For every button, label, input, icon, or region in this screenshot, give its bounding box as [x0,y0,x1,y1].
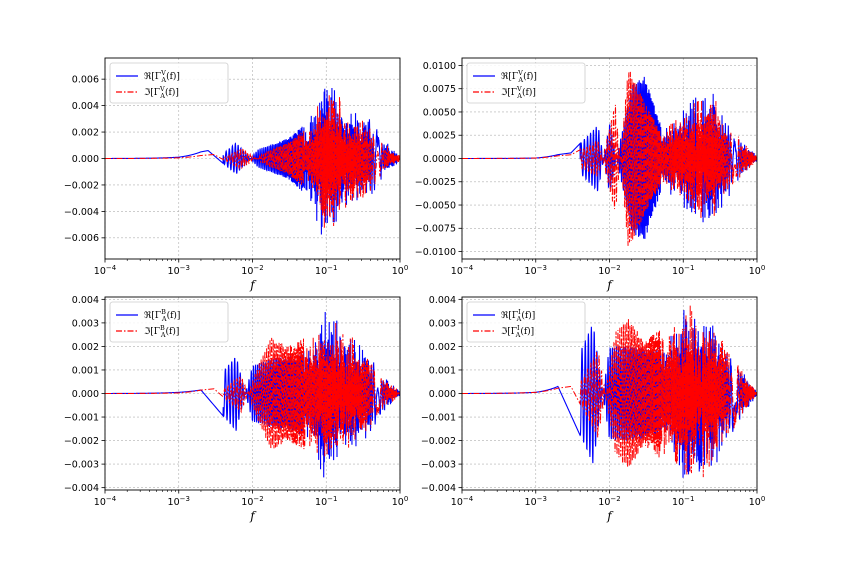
y-tick-label: 0.0075 [423,84,456,95]
legend-label: ℜ[ΓV A(f)] [501,69,537,84]
y-tick-label: −0.004 [421,483,456,494]
x-axis-label: f [249,509,257,523]
panel-4: −0.004 −0.003 −0.002 −0.001 0.000 0.001 0.002 0… [421,295,765,523]
y-tick-label: 0.001 [72,365,99,376]
y-tick-label: 0.0100 [423,61,456,72]
x-tick-label: 100 [392,495,409,508]
legend-label: ℜ[ΓI A(f)] [501,308,535,323]
x-tick-label: 10−1 [672,495,694,508]
y-tick-label: −0.003 [421,460,456,471]
legend-label: ℑ[ΓV A(f)] [144,85,179,100]
x-tick-label: 10−4 [94,264,117,277]
x-tick-label: 10−2 [241,495,263,508]
x-tick-label: 100 [392,264,409,277]
x-tick-label: 10−1 [315,264,337,277]
x-tick-label: 100 [749,264,766,277]
x-axis-label: f [249,278,257,292]
y-tick-label: −0.001 [421,412,456,423]
x-tick-label: 10−3 [168,264,190,277]
y-tick-label: 0.006 [72,75,99,86]
series-line-imag [462,71,757,246]
y-tick-label: −0.0025 [415,177,456,188]
x-tick-label: 10−3 [525,264,547,277]
legend: ℜ[ΓB A(f)]ℑ[ΓB A(f)] [109,301,229,343]
x-tick-label: 10−4 [451,264,474,277]
legend-label: ℜ[ΓV A(f)] [144,69,180,84]
x-tick-label: 10−4 [451,495,474,508]
y-tick-label: 0.000 [429,389,456,400]
y-tick-label: −0.003 [64,460,99,471]
y-tick-label: 0.002 [72,342,99,353]
y-tick-label: −0.0075 [415,224,456,235]
y-tick-label: −0.002 [64,180,99,191]
panel-3: −0.004 −0.003 −0.002 −0.001 0.000 0.001 0.002 0… [64,295,408,523]
y-tick-label: −0.002 [421,436,456,447]
y-tick-label: 0.0050 [423,107,456,118]
legend-box [466,62,586,104]
y-tick-label: −0.0100 [415,247,456,258]
legend-label: ℑ[ΓV A(f)] [501,85,536,100]
y-tick-label: 0.000 [72,389,99,400]
y-tick-label: 0.003 [429,318,456,329]
y-tick-label: 0.000 [72,154,99,165]
legend: ℜ[ΓV A(f)]ℑ[ΓV A(f)] [466,62,586,104]
panel-2: −0.0100 −0.0075 −0.0050 −0.0025 0.0000 0.0025… [415,57,766,292]
legend-box [109,62,229,104]
legend: ℜ[ΓI A(f)]ℑ[ΓI A(f)] [466,301,586,343]
x-tick-label: 10−1 [315,495,337,508]
y-tick-label: −0.001 [64,412,99,423]
x-axis-label: f [606,278,614,292]
series-line-imag [105,323,400,457]
legend-label: ℑ[ΓI A(f)] [501,324,534,339]
x-tick-label: 10−3 [525,495,547,508]
y-tick-label: 0.0000 [423,154,456,165]
x-tick-label: 10−2 [598,264,620,277]
panel-1: −0.006 −0.004 −0.002 0.000 0.002 0.004 0.006 10… [64,57,409,292]
y-tick-label: 0.004 [429,295,456,306]
x-tick-label: 10−1 [672,264,694,277]
y-tick-label: 0.004 [72,295,99,306]
y-tick-label: 0.002 [429,342,456,353]
y-tick-label: 0.002 [72,127,99,138]
y-tick-label: 0.001 [429,365,456,376]
x-tick-label: 10−2 [241,264,263,277]
x-tick-label: 10−2 [598,495,620,508]
legend: ℜ[ΓV A(f)]ℑ[ΓV A(f)] [109,62,229,104]
legend-box [466,301,586,343]
legend-label: ℑ[ΓB A(f)] [144,324,179,339]
y-tick-label: −0.0050 [415,200,456,211]
x-tick-label: 10−3 [168,495,190,508]
series-line-imag [462,305,757,478]
x-tick-label: 10−4 [94,495,117,508]
x-tick-label: 100 [749,495,766,508]
series-line-imag [105,94,400,229]
y-tick-label: 0.003 [72,318,99,329]
legend-label: ℜ[ΓB A(f)] [144,308,180,323]
y-tick-label: −0.004 [64,207,99,218]
y-tick-label: 0.0025 [423,131,456,142]
y-tick-label: 0.004 [72,101,99,112]
y-tick-label: −0.002 [64,436,99,447]
x-axis-label: f [606,509,614,523]
y-tick-label: −0.006 [64,233,99,244]
legend-box [109,301,229,343]
y-tick-label: −0.004 [64,483,99,494]
